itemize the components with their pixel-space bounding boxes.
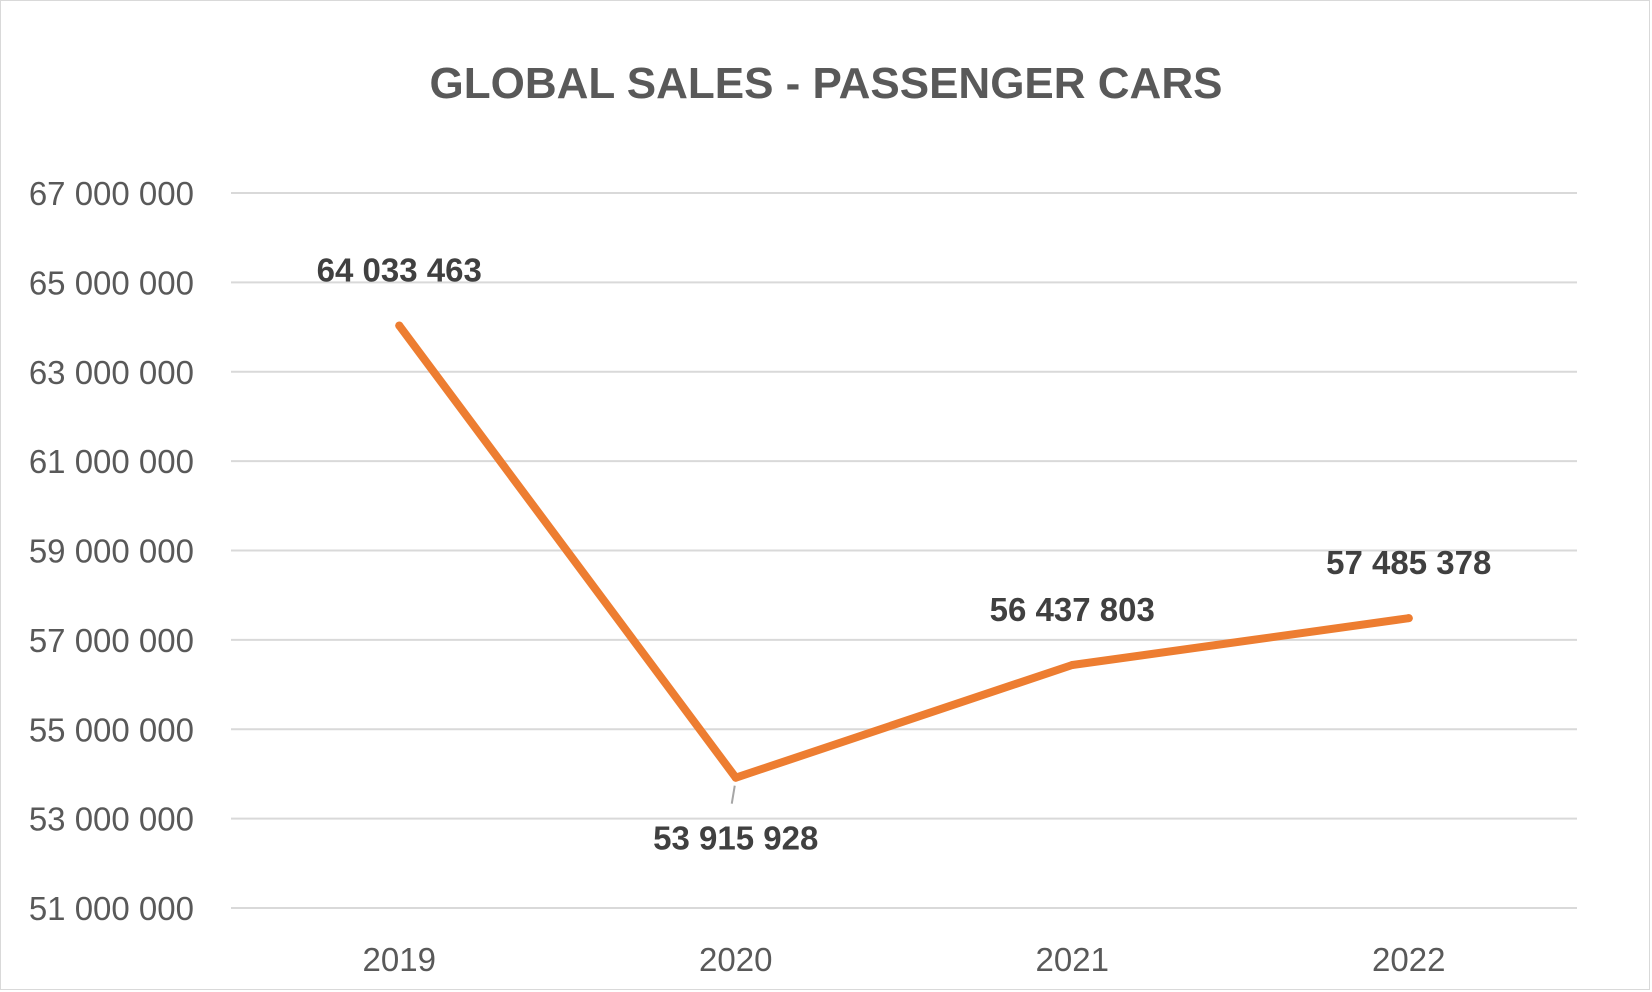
x-tick-label: 2019 <box>363 941 436 978</box>
y-tick-label: 55 000 000 <box>29 711 194 748</box>
data-point <box>731 773 740 782</box>
data-label-leader <box>730 785 736 804</box>
data-label: 64 033 463 <box>317 252 482 289</box>
data-label: 57 485 378 <box>1326 544 1491 581</box>
series-layer <box>395 321 1413 782</box>
x-tick-label: 2022 <box>1372 941 1445 978</box>
y-tick-label: 59 000 000 <box>29 533 194 570</box>
gridlines <box>231 192 1577 909</box>
data-point <box>1068 660 1077 669</box>
data-point <box>1404 614 1413 623</box>
chart-title: GLOBAL SALES - PASSENGER CARS <box>430 59 1223 108</box>
y-tick-label: 67 000 000 <box>29 175 194 212</box>
x-tick-label: 2020 <box>699 941 772 978</box>
y-tick-label: 51 000 000 <box>29 890 194 927</box>
data-label: 56 437 803 <box>990 591 1155 628</box>
data-labels: 64 033 463 53 915 928 56 437 803 57 485 378 <box>317 252 1492 857</box>
x-axis-tick-labels: 2019 2020 2021 2022 <box>363 941 1446 978</box>
y-tick-label: 65 000 000 <box>29 264 194 301</box>
data-point <box>395 321 404 330</box>
x-tick-label: 2021 <box>1036 941 1109 978</box>
series-line <box>395 321 1413 782</box>
y-tick-label: 63 000 000 <box>29 354 194 391</box>
y-tick-label: 57 000 000 <box>29 622 194 659</box>
y-tick-label: 61 000 000 <box>29 443 194 480</box>
y-tick-label: 53 000 000 <box>29 801 194 838</box>
data-label: 53 915 928 <box>653 820 818 857</box>
y-axis-tick-labels: 67 000 000 65 000 000 63 000 000 61 000 000… <box>29 175 194 927</box>
